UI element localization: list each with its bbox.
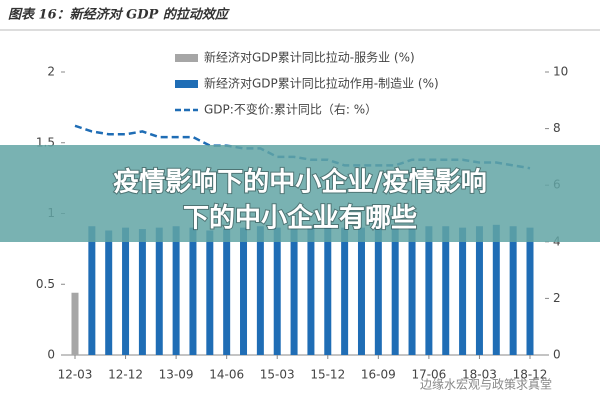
x-tick-label: 12-12: [108, 368, 143, 382]
bar: [240, 227, 248, 355]
bar: [71, 292, 79, 355]
bar: [256, 226, 264, 355]
bar: [324, 226, 332, 355]
bar: [425, 226, 433, 355]
bar: [442, 226, 450, 355]
bar: [509, 226, 517, 355]
x-tick-label: 18-12: [513, 368, 548, 382]
bar: [138, 229, 146, 355]
x-tick-label: 18-03: [462, 368, 497, 382]
x-tick-label: 12-03: [58, 368, 93, 382]
y2-tick-label: 2: [553, 291, 561, 305]
y2-tick-label: 8: [553, 121, 561, 135]
legend-swatch: [175, 54, 198, 62]
bar: [223, 229, 231, 355]
bar: [189, 227, 197, 355]
bar: [206, 230, 214, 355]
bar: [105, 230, 113, 355]
x-tick-label: 15-12: [310, 368, 345, 382]
legend-label: GDP:不变价:累计同比（右: %）: [204, 102, 377, 117]
bar: [88, 226, 96, 355]
x-tick-label: 15-03: [260, 368, 295, 382]
x-tick-label: 16-09: [361, 368, 396, 382]
legend-label: 新经济对GDP累计同比拉动作用-制造业 (%): [204, 76, 439, 91]
banner: [0, 145, 600, 242]
x-tick-label: 13-09: [159, 368, 194, 382]
chart-title: 图表 16：新经济对 GDP 的拉动效应: [8, 7, 230, 23]
bar: [290, 229, 298, 355]
y2-tick-label: 10: [553, 65, 568, 79]
bar: [357, 227, 365, 355]
bar: [122, 227, 130, 355]
bar: [391, 227, 399, 355]
legend-swatch: [175, 80, 198, 88]
bar: [459, 227, 467, 355]
y-tick-label: 0.5: [36, 277, 55, 291]
bar: [408, 224, 416, 355]
legend-label: 新经济对GDP累计同比拉动-服务业 (%): [204, 50, 415, 65]
bar: [273, 227, 281, 355]
x-tick-label: 14-06: [209, 368, 244, 382]
y-tick-label: 2: [47, 65, 55, 79]
banner-line: 下的中小企业有哪些: [183, 203, 417, 234]
bar: [307, 227, 315, 355]
x-tick-label: 17-06: [411, 368, 446, 382]
plot: 00.511.52024681012-0312-1213-0914-0615-0…: [36, 50, 568, 382]
bar: [155, 227, 163, 355]
banner-line: 疫情影响下的中小企业/疫情影响: [113, 167, 487, 198]
bar: [341, 227, 349, 355]
bar: [172, 226, 180, 355]
bar: [475, 226, 483, 355]
bar: [492, 224, 500, 355]
y-tick-label: 0: [47, 348, 55, 362]
watermark: 边缘水宏观与政策求真堂: [420, 377, 552, 392]
bar: [374, 229, 382, 355]
y2-tick-label: 0: [553, 348, 561, 362]
bar: [526, 227, 534, 355]
